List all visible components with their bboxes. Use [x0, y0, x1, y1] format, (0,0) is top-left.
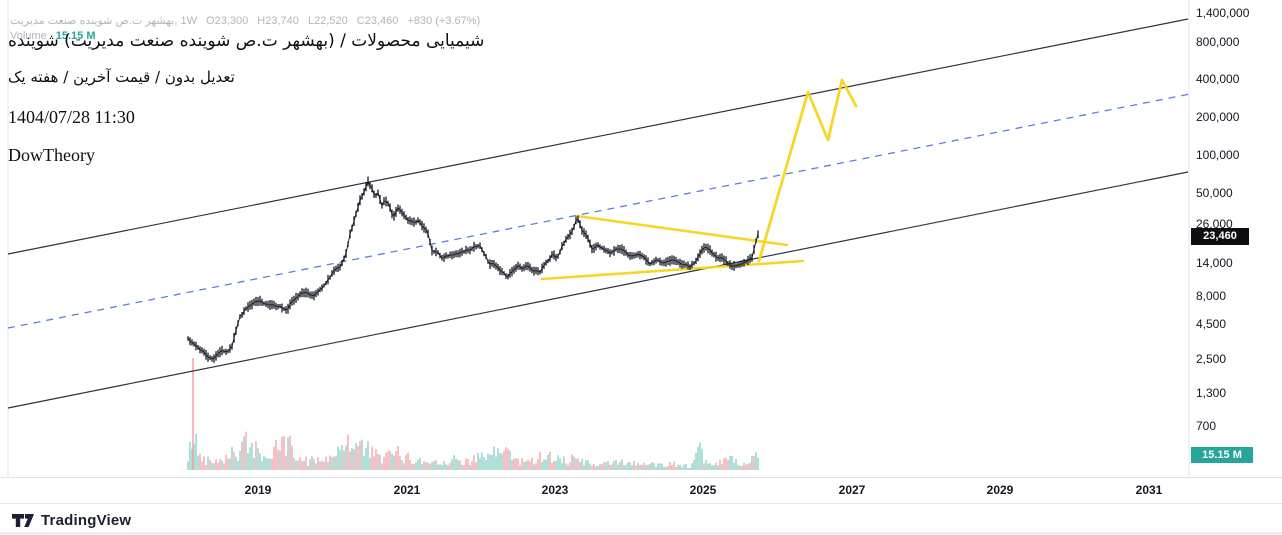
legend-symbol-interval: مدیریت‎ صنعت‎ شوینده‎ ت.ص‎ بهشهر,‎ 1W [10, 15, 197, 27]
channel-upper-trendline[interactable] [7, 18, 1189, 255]
datetime-annotation: 1404/07/28 11:30 [8, 107, 135, 127]
time-tick-label: 2021 [393, 483, 421, 497]
channel-lower-trendline[interactable] [7, 171, 1189, 409]
time-tick-label: 2031 [1135, 483, 1163, 497]
footer-bar: TradingView [0, 503, 1282, 535]
price-ohlc-bars [187, 176, 759, 363]
price-tick-label: 4,500 [1196, 317, 1227, 331]
volume-bars-up [187, 433, 759, 470]
interval-subtitle-annotation: یک‎ هفته‎ /‎ آخرین‎ قیمت‎ /‎ بدون‎ تعدیل [8, 68, 235, 86]
price-tick-label: 2,500 [1196, 352, 1227, 366]
dow-theory-annotation: DowTheory [8, 145, 95, 165]
volume-value-badge: 15.15 M [1191, 447, 1253, 463]
volume-legend-value: 15.15 M [55, 30, 96, 42]
price-tick-label: 100,000 [1196, 148, 1240, 162]
price-tick-label: 800,000 [1196, 35, 1240, 49]
time-scale[interactable]: 2019 2021 2023 2025 2027 2029 2031 [0, 477, 1282, 504]
legend-high: H23,740 [257, 15, 299, 27]
time-tick-label: 2027 [838, 483, 866, 497]
price-tick-label: 1,400,000 [1196, 6, 1250, 20]
legend-low: L22,520 [307, 15, 348, 27]
time-tick-label: 2019 [244, 483, 272, 497]
price-series-connector [187, 180, 759, 360]
price-tick-label: 400,000 [1196, 72, 1240, 86]
time-tick-label: 2025 [689, 483, 717, 497]
chart-canvas[interactable] [0, 0, 1282, 503]
price-tick-label: 1,300 [1196, 386, 1227, 400]
volume-legend-label: Volume [10, 30, 47, 42]
legend-close: C23,460 [356, 15, 399, 27]
legend-open: O23,300 [206, 15, 249, 27]
time-tick-label: 2023 [541, 483, 569, 497]
price-scale[interactable]: 1,400,000 800,000 400,000 200,000 100,000 50,… [1190, 0, 1282, 477]
wedge-upper-yellow-line[interactable] [575, 214, 789, 247]
projection-zigzag-yellow-line[interactable] [757, 78, 858, 263]
wedge-lower-yellow-line[interactable] [540, 259, 805, 281]
symbol-title-annotation: شوینده‎ (مدیریت‎ صنعت‎ شوینده‎ ت.ص‎ بهشه… [8, 31, 485, 51]
price-tick-label: 200,000 [1196, 110, 1240, 124]
volume-bars-down [199, 431, 755, 470]
tradingview-logo-icon [12, 514, 34, 527]
ohlc-legend[interactable]: مدیریت‎ صنعت‎ شوینده‎ ت.ص‎ بهشهر,‎ 1W O2… [10, 14, 480, 27]
price-tick-label: 50,000 [1196, 186, 1233, 200]
price-tick-label: 8,000 [1196, 289, 1227, 303]
price-tick-label: 700 [1196, 419, 1217, 433]
bottom-edge-strip [0, 532, 1282, 535]
tradingview-brand-text: TradingView [41, 512, 132, 529]
last-price-label: 23,460 [1191, 228, 1249, 245]
channel-median-dashed-line[interactable] [7, 93, 1191, 329]
volume-legend[interactable]: Volume 15.15 M [10, 30, 96, 42]
price-tick-label: 14,000 [1196, 256, 1233, 270]
price-tick-label: 26,000 [1196, 217, 1233, 231]
time-tick-label: 2029 [986, 483, 1014, 497]
legend-change: +830 (+3.67%) [407, 15, 481, 27]
tradingview-logo-link[interactable]: TradingView [12, 512, 131, 529]
